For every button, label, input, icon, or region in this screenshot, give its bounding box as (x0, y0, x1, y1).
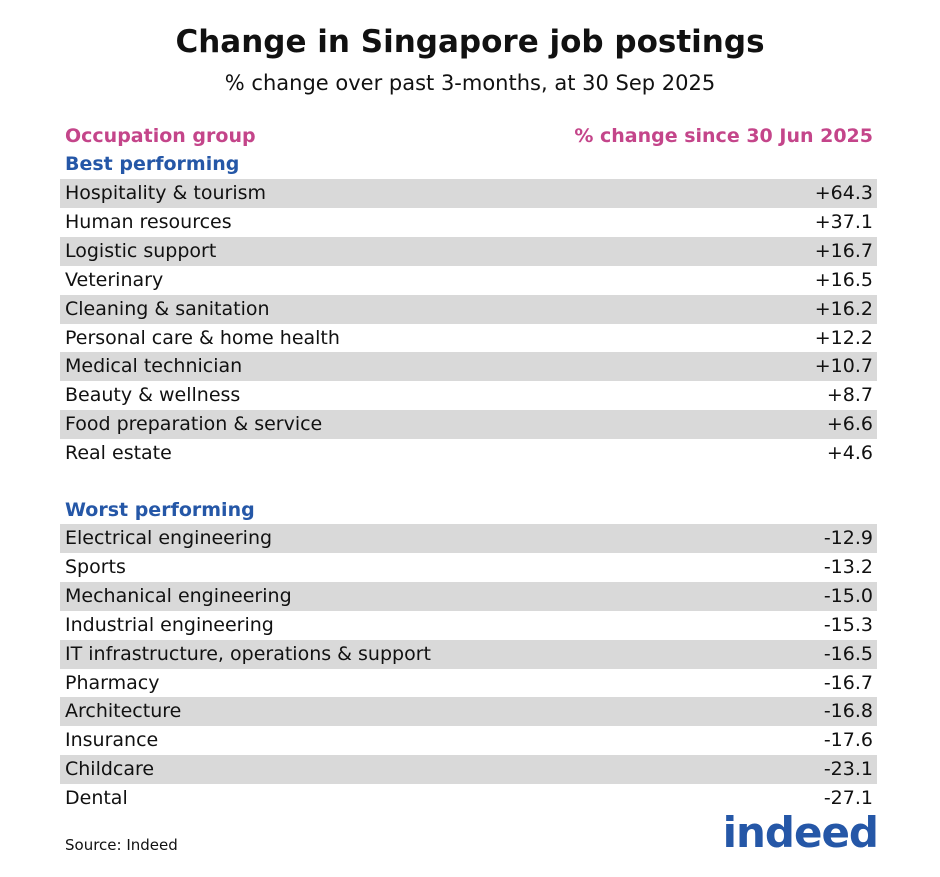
percent-change: +8.7 (826, 384, 873, 407)
occupation: Cleaning & sanitation (65, 297, 270, 320)
table-row: Childcare -23.1 (60, 755, 877, 785)
table-row: Electrical engineering -12.9 (60, 524, 877, 553)
table-row: Pharmacy -16.7 (60, 669, 877, 698)
occupation: Food preparation & service (65, 413, 323, 436)
table-row: Veterinary +16.5 (60, 266, 877, 295)
table-row: Architecture -16.8 (60, 697, 877, 727)
percent-change: -15.3 (823, 613, 873, 636)
table-row: Beauty & wellness +8.7 (60, 381, 877, 410)
percent-change: +10.7 (814, 355, 873, 378)
percent-change: -15.0 (823, 584, 873, 607)
percent-change: -12.9 (823, 527, 873, 549)
table-row: Dental -27.1 (60, 784, 877, 813)
logo: indeed (722, 808, 879, 857)
percent-change: -16.7 (823, 671, 873, 694)
table-row: Real estate +4.6 (60, 439, 877, 468)
table-row: Medical technician +10.7 (60, 352, 877, 382)
occupation: Mechanical engineering (65, 584, 292, 607)
table-row: Food preparation & service +6.6 (60, 410, 877, 440)
table-row: Industrial engineering -15.3 (60, 611, 877, 640)
occupation: Hospitality & tourism (65, 182, 267, 204)
subtitle: % change over past 3-months, at 30 Sep 2… (224, 71, 716, 95)
percent-change: -16.5 (823, 642, 873, 665)
percent-change: +16.2 (814, 297, 873, 320)
occupation: Personal care & home health (65, 326, 340, 349)
source: Source: Indeed (65, 836, 178, 854)
percent-change: +16.5 (814, 268, 873, 291)
table-row: Personal care & home health +12.2 (60, 324, 877, 353)
table-row: Hospitality & tourism +64.3 (60, 179, 877, 208)
occupation: Electrical engineering (65, 527, 273, 549)
occupation: Beauty & wellness (65, 384, 241, 407)
occupation: Architecture (65, 700, 182, 723)
table-row: IT infrastructure, operations & support -… (60, 639, 877, 669)
percent-change: +6.6 (826, 413, 873, 436)
column-header: % change since 30 Jun 2025 (574, 125, 873, 147)
section-heading: Worst performing (65, 499, 255, 521)
title: Change in Singapore job postings (175, 24, 765, 60)
percent-change: +12.2 (814, 326, 873, 349)
table-row: Insurance -17.6 (60, 726, 877, 755)
occupation: Real estate (65, 442, 172, 465)
occupation: Industrial engineering (65, 613, 274, 636)
percent-change: -13.2 (823, 555, 873, 578)
percent-change: +64.3 (814, 182, 873, 204)
table-row: Mechanical engineering -15.0 (60, 581, 877, 611)
occupation: Childcare (65, 758, 155, 781)
occupation: Insurance (65, 729, 159, 752)
occupation: Sports (65, 555, 126, 578)
table-row: Logistic support +16.7 (60, 236, 877, 266)
occupation: Veterinary (65, 268, 164, 291)
table-row: Human resources +37.1 (60, 208, 877, 237)
section-heading: Best performing (65, 153, 240, 175)
percent-change: -16.8 (823, 700, 873, 723)
percent-change: -17.6 (823, 729, 873, 752)
occupation: IT infrastructure, operations & support (65, 642, 431, 665)
table-row: Sports -13.2 (60, 553, 877, 582)
occupation: Human resources (65, 210, 232, 233)
column-header: Occupation group (65, 125, 256, 147)
percent-change: -23.1 (823, 758, 873, 781)
percent-change: +37.1 (814, 210, 873, 233)
occupation: Pharmacy (65, 671, 160, 694)
occupation: Logistic support (65, 239, 217, 262)
percent-change: +16.7 (814, 239, 873, 262)
percent-change: +4.6 (826, 442, 873, 465)
percent-change: -27.1 (823, 787, 873, 810)
table-row: Cleaning & sanitation +16.2 (60, 294, 877, 324)
occupation: Medical technician (65, 355, 243, 378)
occupation: Dental (65, 787, 128, 810)
